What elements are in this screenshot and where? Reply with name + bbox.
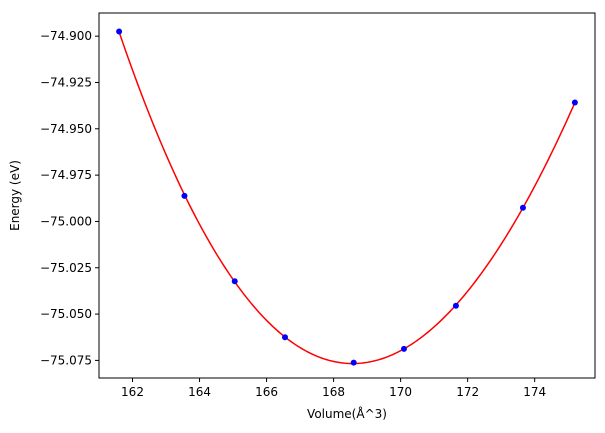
- x-tick-label: 168: [322, 385, 345, 399]
- data-point: [400, 345, 407, 352]
- y-tick-label: −75.025: [40, 261, 92, 275]
- x-tick-label: 164: [188, 385, 211, 399]
- fit-curve-layer: [118, 31, 576, 365]
- x-axis-label: Volume(Å^3): [307, 406, 387, 421]
- x-tick-label: 166: [255, 385, 278, 399]
- data-point: [519, 204, 526, 211]
- plot-frame: [98, 12, 596, 379]
- data-points-layer: [116, 28, 578, 366]
- y-tick-label: −75.050: [40, 307, 92, 321]
- y-tick-label: −74.975: [40, 168, 92, 182]
- data-point: [452, 302, 459, 309]
- x-axis-ticks: 162 164 166 168 170 172 174: [121, 378, 546, 399]
- y-tick-label: −75.075: [40, 353, 92, 367]
- data-point: [181, 192, 188, 199]
- y-tick-label: −75.000: [40, 214, 92, 228]
- fit-curve: [118, 31, 576, 365]
- data-point: [231, 278, 238, 285]
- y-tick-label: −74.925: [40, 75, 92, 89]
- data-point: [282, 334, 288, 341]
- data-point: [350, 359, 357, 366]
- y-tick-label: −74.900: [40, 29, 92, 43]
- y-axis-ticks: −74.900 −74.925 −74.950 −74.975 −75.000 −75.0…: [40, 29, 99, 367]
- x-tick-label: 162: [121, 385, 144, 399]
- x-tick-label: 172: [456, 385, 479, 399]
- x-tick-label: 170: [389, 385, 412, 399]
- plot-area-background: [99, 13, 595, 378]
- y-axis-label: Energy (eV): [8, 160, 22, 231]
- data-point: [116, 28, 123, 35]
- y-tick-label: −74.950: [40, 122, 92, 136]
- x-tick-label: 174: [523, 385, 546, 399]
- data-point: [571, 99, 578, 106]
